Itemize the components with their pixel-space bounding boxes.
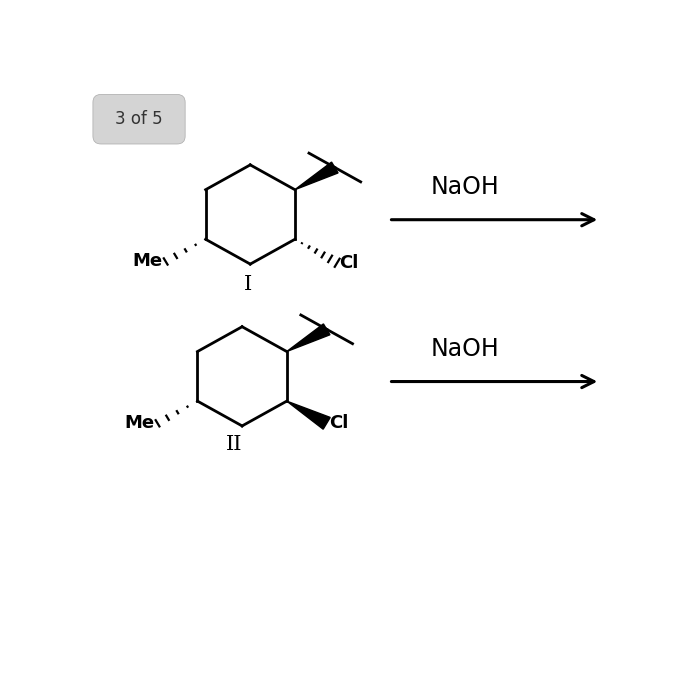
Text: 3 of 5: 3 of 5 [116,111,163,128]
Text: Cl: Cl [329,414,348,433]
Polygon shape [295,162,338,190]
Text: Me: Me [124,414,154,433]
Text: Me: Me [132,252,162,271]
Polygon shape [287,324,330,351]
Text: NaOH: NaOH [430,175,499,199]
FancyBboxPatch shape [93,94,185,144]
Text: NaOH: NaOH [430,337,499,361]
Polygon shape [287,401,330,429]
Text: Cl: Cl [340,254,358,272]
Text: I: I [244,275,252,294]
Text: II: II [225,435,242,454]
